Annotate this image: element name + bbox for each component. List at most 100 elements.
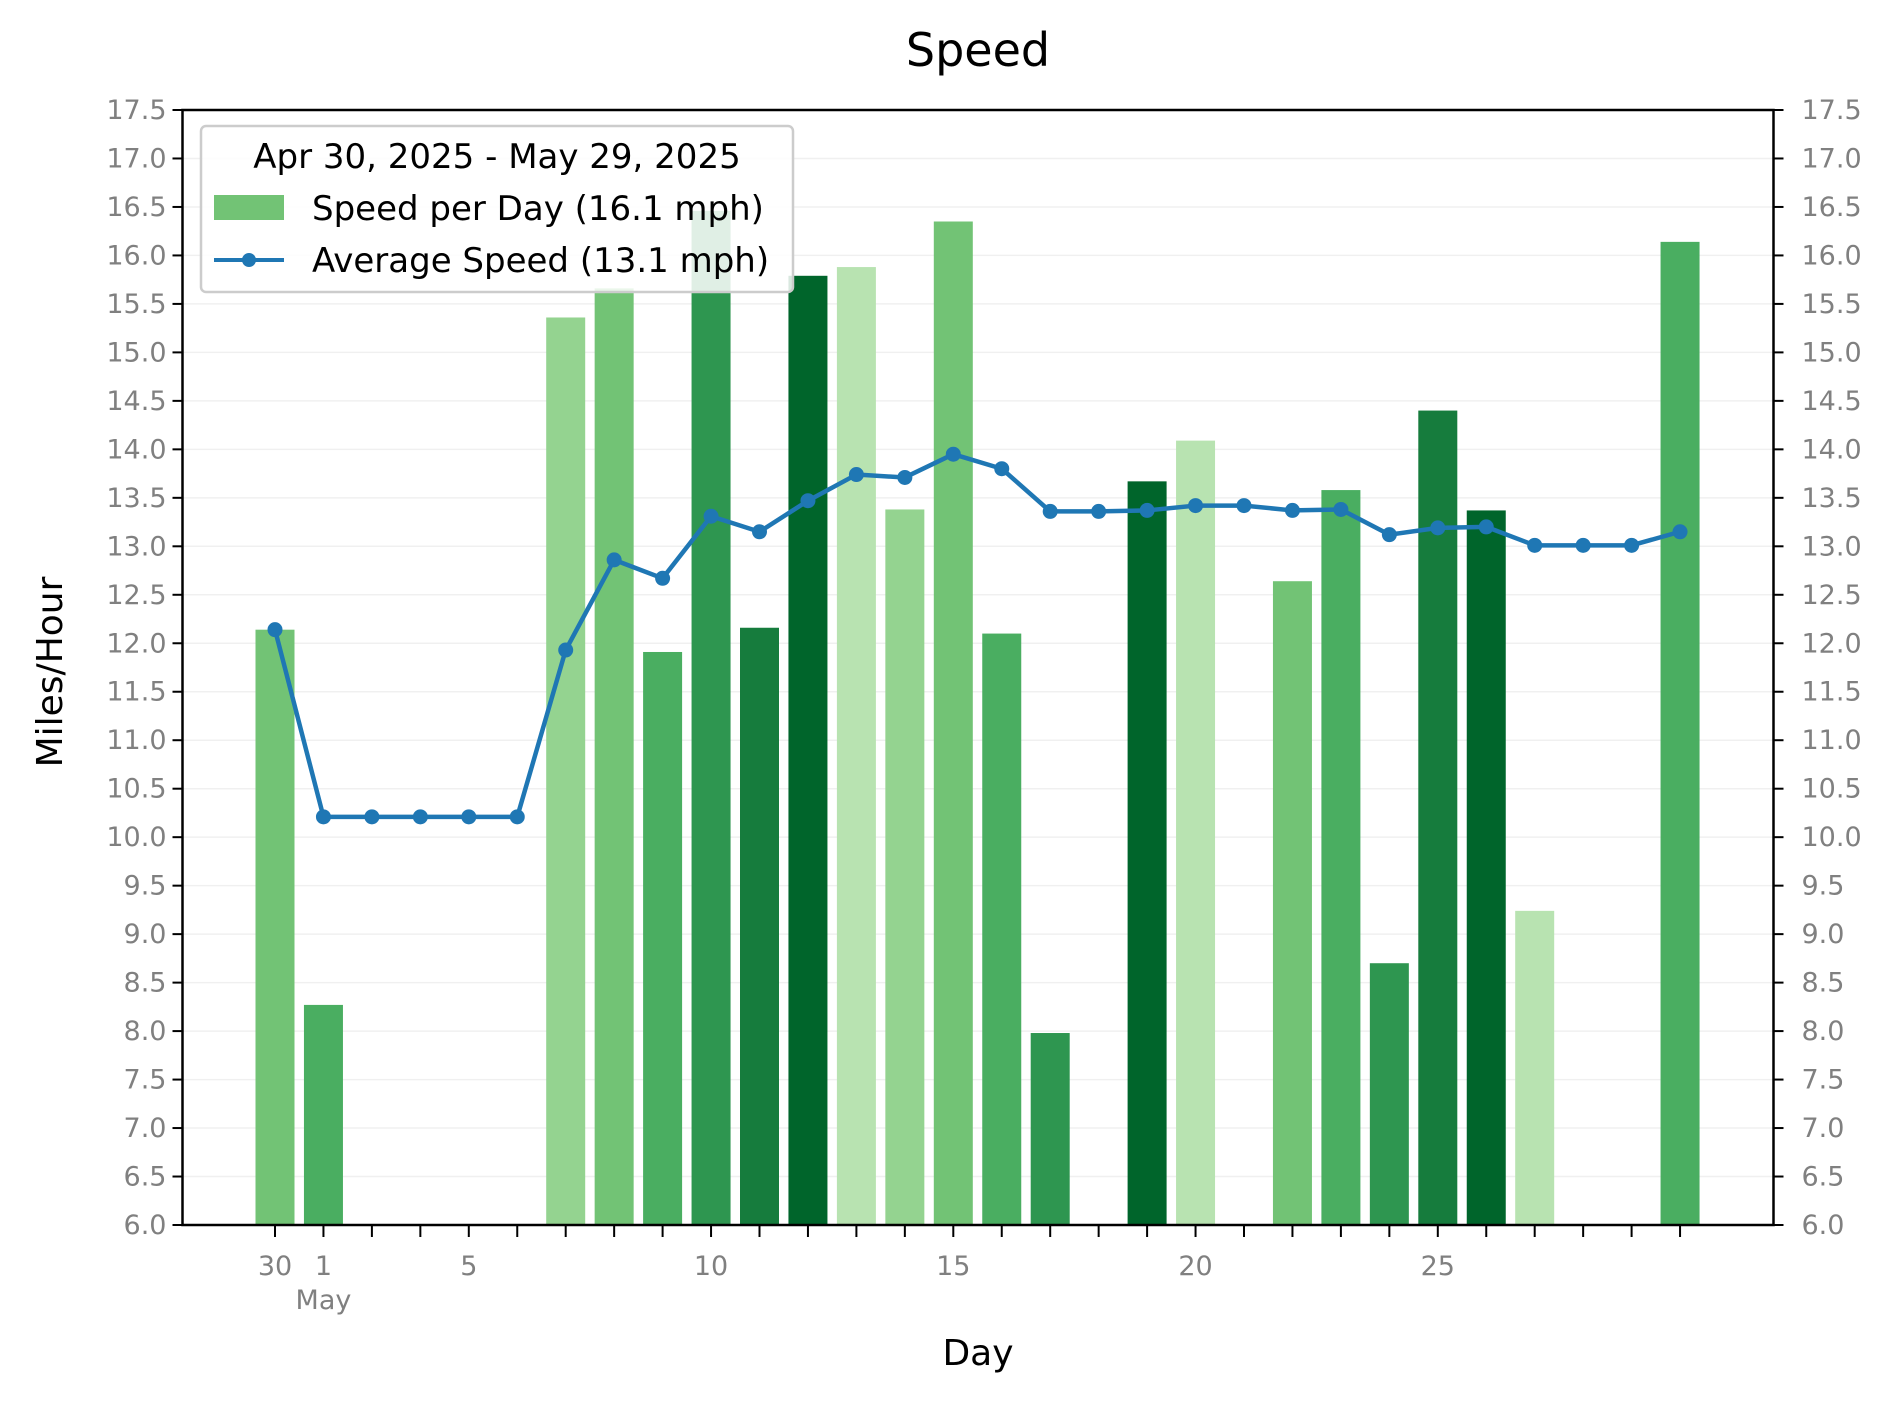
bar-series: [255, 210, 1700, 1226]
x-tick-label: 5: [460, 1251, 477, 1282]
y-tick-label: 6.5: [124, 1162, 167, 1193]
average-speed-point: [1430, 520, 1446, 536]
speed-bar: [1515, 910, 1555, 1225]
y-tick-label: 7.5: [124, 1065, 167, 1096]
legend-title: Apr 30, 2025 - May 29, 2025: [253, 137, 740, 177]
y-tick-label-right: 6.0: [1802, 1210, 1845, 1241]
y-axis-label: Miles/Hour: [30, 576, 71, 767]
speed-bar: [1127, 481, 1167, 1225]
average-speed-point: [267, 622, 283, 638]
speed-bar: [1369, 963, 1409, 1225]
y-tick-label-right: 17.5: [1802, 95, 1862, 126]
legend-line-label: Average Speed (13.1 mph): [312, 241, 769, 281]
y-tick-label-right: 11.0: [1802, 725, 1862, 756]
y-tick-label: 13.0: [106, 531, 166, 562]
speed-bar: [1660, 241, 1700, 1226]
average-speed-point: [315, 809, 331, 825]
y-tick-label-right: 12.0: [1802, 628, 1862, 659]
y-tick-label: 12.0: [106, 628, 166, 659]
average-speed-point: [1478, 519, 1494, 535]
y-tick-label-right: 12.5: [1802, 580, 1862, 611]
y-tick-label-right: 15.0: [1802, 337, 1862, 368]
legend: Apr 30, 2025 - May 29, 2025 Speed per Da…: [199, 124, 795, 294]
x-tick-label: 10: [694, 1251, 728, 1282]
speed-bar: [546, 317, 586, 1226]
y-tick-label: 15.0: [106, 337, 166, 368]
speed-bar: [1272, 581, 1312, 1225]
average-speed-point: [1139, 502, 1155, 518]
y-tick-label: 17.5: [106, 95, 166, 126]
y-tick-label-right: 14.0: [1802, 434, 1862, 465]
average-speed-point: [509, 809, 525, 825]
legend-box: [199, 124, 795, 294]
average-speed-point: [1527, 537, 1543, 553]
y-tick-label-right: 14.5: [1802, 386, 1862, 417]
average-speed-point: [1042, 503, 1058, 519]
y-tick-label: 11.0: [106, 725, 166, 756]
x-tick-label: 15: [936, 1251, 970, 1282]
average-speed-point: [606, 552, 622, 568]
y-tick-label-right: 13.5: [1802, 483, 1862, 514]
legend-bar-swatch: [214, 195, 284, 220]
y-tick-label: 9.0: [124, 919, 167, 950]
speed-bar: [1466, 510, 1506, 1225]
y-tick-label: 10.0: [106, 822, 166, 853]
y-tick-label: 16.5: [106, 192, 166, 223]
x-tick-label: 1: [315, 1251, 332, 1282]
y-tick-label-right: 7.0: [1802, 1113, 1845, 1144]
speed-bar: [836, 267, 876, 1225]
y-axis-left: 6.0 6.5 7.0 7.5 8.0 8.5 9.0 9.5 10.0 10.5 11.0 11.5…: [106, 95, 183, 1241]
y-tick-label-right: 13.0: [1802, 531, 1862, 562]
average-speed-point: [1188, 498, 1204, 514]
speed-bar: [933, 221, 973, 1225]
y-tick-label-right: 16.0: [1802, 240, 1862, 271]
y-tick-label-right: 10.0: [1802, 822, 1862, 853]
y-tick-label: 13.5: [106, 483, 166, 514]
average-speed-point: [1284, 502, 1300, 518]
average-speed-point: [752, 524, 767, 540]
y-tick-label: 8.5: [124, 968, 167, 999]
y-tick-label-right: 8.0: [1802, 1016, 1845, 1047]
y-tick-label-right: 8.5: [1802, 968, 1845, 999]
y-tick-label: 8.0: [124, 1016, 167, 1047]
y-tick-label: 16.0: [106, 240, 166, 271]
speed-bar: [691, 210, 731, 1225]
speed-bar: [1321, 490, 1361, 1225]
speed-bar: [643, 651, 683, 1225]
average-speed-point: [1672, 524, 1688, 540]
y-tick-label: 11.5: [106, 677, 166, 708]
grid-lines: [182, 109, 1774, 1226]
y-tick-label: 15.5: [106, 289, 166, 320]
y-tick-label-right: 10.5: [1802, 774, 1862, 805]
y-tick-label: 7.0: [124, 1113, 167, 1144]
plot-frame: [181, 108, 1775, 1227]
y-tick-label-right: 7.5: [1802, 1065, 1845, 1096]
average-speed-point: [800, 493, 816, 509]
average-speed-point: [412, 809, 428, 825]
x-month-label: May: [296, 1285, 352, 1316]
y-tick-label-right: 15.5: [1802, 289, 1862, 320]
x-tick-label: 25: [1421, 1251, 1455, 1282]
speed-bar: [1030, 1033, 1070, 1225]
average-speed-point: [703, 508, 719, 524]
y-tick-label: 14.0: [106, 434, 166, 465]
x-axis-label: Day: [942, 1333, 1013, 1374]
x-tick-label: 20: [1178, 1251, 1212, 1282]
chart-title: Speed: [906, 23, 1050, 77]
speed-bar: [1176, 440, 1216, 1226]
speed-bar: [982, 633, 1022, 1225]
average-speed-point: [1381, 527, 1397, 543]
average-speed-point: [1575, 537, 1591, 553]
y-tick-label: 10.5: [106, 774, 166, 805]
y-tick-label: 6.0: [124, 1210, 167, 1241]
line-series: [267, 446, 1688, 825]
speed-bar: [885, 509, 925, 1225]
average-speed-point: [558, 642, 574, 658]
speed-bar: [740, 627, 779, 1225]
average-speed-point: [1091, 503, 1107, 519]
y-axis-right: 6.0 6.5 7.0 7.5 8.0 8.5 9.0 9.5 10.0 10.5 11.0 11.5…: [1773, 95, 1862, 1241]
average-speed-point: [1236, 498, 1252, 514]
legend-line-marker: [242, 253, 256, 267]
